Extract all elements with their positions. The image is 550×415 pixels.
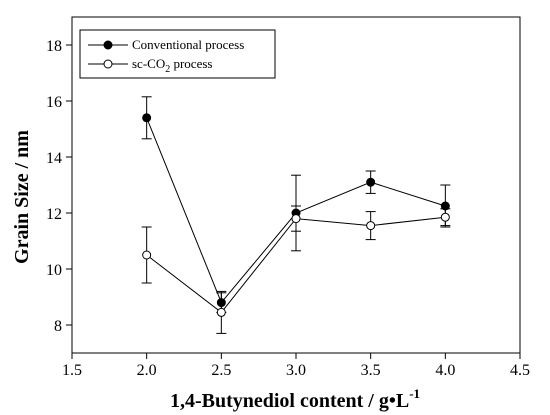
legend-marker-conventional	[103, 40, 113, 50]
x-tick-label: 4.5	[510, 362, 530, 379]
y-tick-label: 10	[46, 262, 62, 279]
legend-label-scco2-prefix: sc-CO	[132, 56, 165, 71]
y-tick-label: 14	[46, 150, 62, 167]
data-point-conventional	[366, 177, 376, 187]
x-tick-label: 3.5	[361, 362, 381, 379]
y-tick-label: 8	[54, 318, 62, 335]
data-point-scco2	[440, 212, 450, 222]
legend-label-conventional: Conventional process	[132, 37, 244, 52]
legend-label-scco2: sc-CO2 process	[132, 56, 212, 75]
data-point-scco2	[216, 307, 226, 317]
legend-label-scco2-suffix: process	[170, 56, 212, 71]
y-axis-title: Grain Size / nm	[11, 130, 33, 264]
x-tick-label: 2.0	[137, 362, 157, 379]
data-point-scco2	[142, 250, 152, 260]
x-axis-title-main: 1,4-Butynediol content / g•L	[170, 390, 409, 412]
x-tick-label: 4.0	[435, 362, 455, 379]
plot-area: 1.5 2.0 2.5 3.0 3.5 4.0 4.5 8 10 12 14 16 18	[46, 16, 530, 379]
x-axis-title: 1,4-Butynediol content / g•L-1	[170, 386, 420, 412]
x-axis-title-superscript: -1	[409, 386, 420, 401]
y-tick-label: 12	[46, 206, 62, 223]
x-tick-label: 1.5	[62, 362, 82, 379]
data-point-conventional	[142, 113, 152, 123]
legend: Conventional process sc-CO2 process	[79, 29, 276, 79]
legend-box	[79, 29, 276, 79]
x-tick-label: 2.5	[211, 362, 231, 379]
y-tick-label: 16	[46, 94, 62, 111]
legend-label-scco2-subscript: 2	[165, 64, 170, 75]
x-tick-label: 3.0	[286, 362, 306, 379]
data-point-scco2	[366, 221, 376, 231]
legend-marker-scco2	[103, 59, 113, 69]
data-point-scco2	[291, 214, 301, 224]
y-tick-label: 18	[46, 38, 62, 55]
